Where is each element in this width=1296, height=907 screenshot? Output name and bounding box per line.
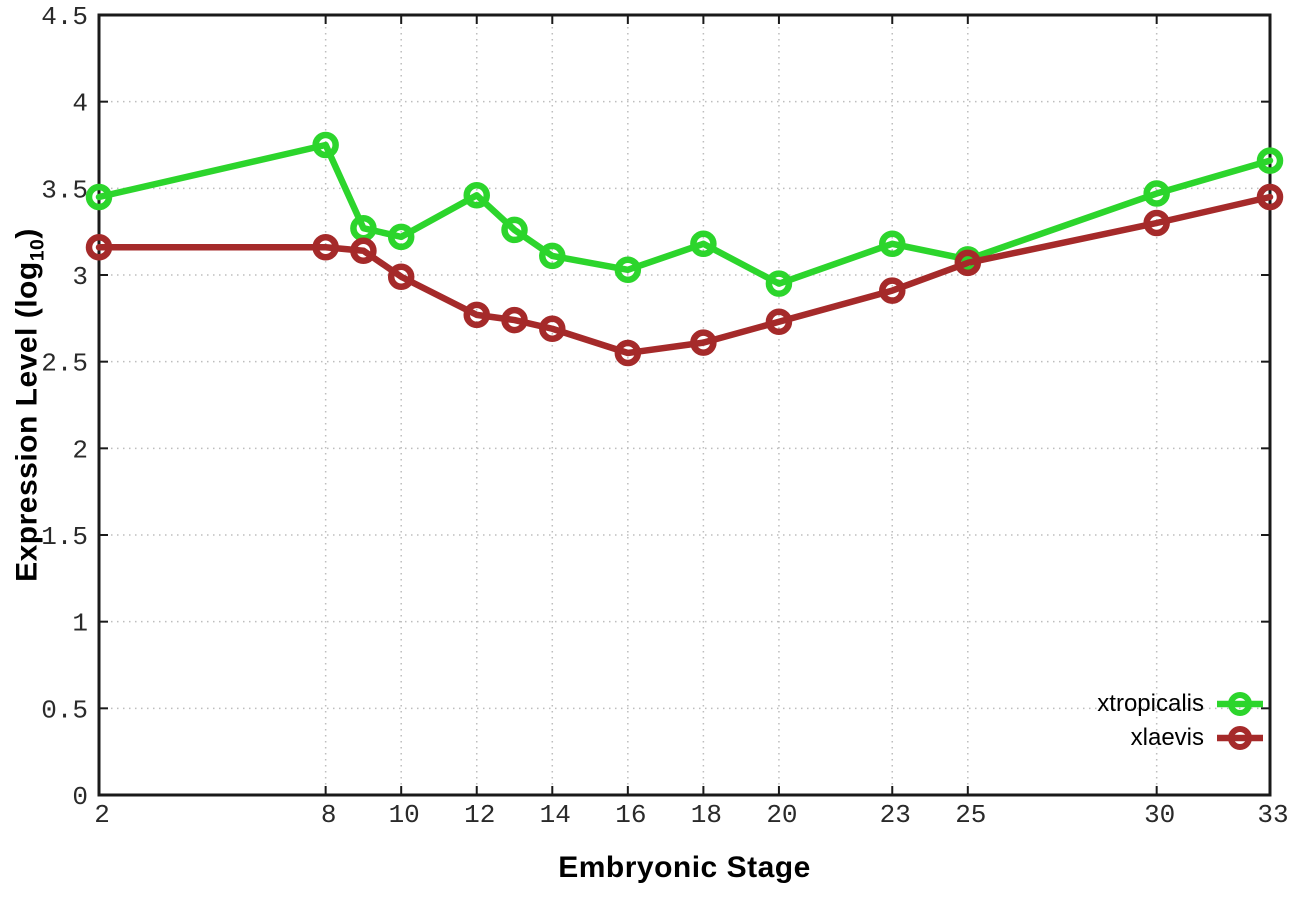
x-axis-title: Embryonic Stage (558, 851, 811, 884)
data-point-xtropicalis (501, 216, 528, 244)
data-point-xlaevis (614, 339, 642, 367)
data-point-xlaevis (690, 329, 717, 356)
legend-item-xlaevis: xlaevis (1097, 722, 1266, 754)
y-tick-label: 3.5 (41, 175, 88, 205)
data-point-xlaevis (954, 249, 982, 277)
data-point-xlaevis (765, 308, 793, 336)
data-point-xtropicalis (765, 270, 793, 297)
x-tick-label: 8 (321, 800, 337, 830)
data-point-xtropicalis (1143, 180, 1170, 207)
x-tick-label: 10 (389, 800, 420, 830)
legend-item-xtropicalis: xtropicalis (1097, 688, 1266, 720)
y-axis-title-subscript: 10 (26, 238, 49, 262)
data-point-xlaevis (85, 234, 113, 261)
data-point-xtropicalis (879, 230, 906, 258)
y-tick-label: 1.5 (41, 522, 88, 552)
x-tick-label: 16 (615, 800, 646, 830)
data-point-xtropicalis (312, 131, 339, 159)
data-point-xtropicalis (690, 230, 717, 258)
y-tick-label: 3 (72, 262, 88, 292)
data-point-xlaevis (879, 277, 906, 304)
data-point-xtropicalis (387, 223, 415, 251)
legend-marker-circle (1228, 692, 1252, 716)
data-point-xlaevis (387, 263, 415, 290)
x-tick-label: 14 (540, 800, 571, 830)
x-tick-label: 33 (1257, 800, 1288, 830)
data-point-xlaevis (1256, 183, 1284, 211)
data-point-xtropicalis (463, 182, 490, 209)
data-point-xtropicalis (539, 242, 566, 270)
legend-label-xlaevis: xlaevis (1130, 724, 1204, 751)
legend-marker-circle (1228, 726, 1252, 750)
x-tick-label: 20 (766, 800, 797, 830)
y-tick-label: 2 (72, 435, 88, 465)
data-point-xlaevis (1143, 209, 1170, 237)
x-tick-label: 30 (1144, 800, 1175, 830)
y-axis-title-suffix: ) (10, 228, 44, 239)
data-point-xlaevis (463, 301, 490, 329)
x-tick-label: 23 (880, 800, 911, 830)
y-tick-label: 2.5 (41, 349, 88, 379)
y-axis-title-text: Expression Level (log (10, 261, 44, 582)
legend-marker-xlaevis (1217, 726, 1263, 750)
data-point-xtropicalis (85, 183, 113, 211)
data-point-xlaevis (501, 306, 528, 334)
x-tick-label: 18 (691, 800, 722, 830)
y-tick-label: 4 (72, 89, 88, 119)
x-tick-label: 2 (94, 800, 110, 830)
legend-label-xtropicalis: xtropicalis (1097, 690, 1204, 717)
x-tick-label: 12 (464, 800, 495, 830)
plot-border (97, 13, 1272, 797)
y-tick-label: 1 (72, 609, 88, 639)
series-line-xtropicalis (95, 141, 1274, 287)
y-tick-label: 0.5 (41, 695, 88, 725)
data-point-xtropicalis (614, 256, 642, 284)
legend: xtropicalis xlaevis (1097, 688, 1266, 754)
data-point-xlaevis (312, 234, 339, 261)
series-line-xlaevis (95, 193, 1274, 357)
legend-marker-xtropicalis (1217, 692, 1263, 716)
data-point-xlaevis (350, 237, 377, 264)
data-point-xlaevis (539, 315, 566, 342)
y-tick-label: 0 (72, 782, 88, 812)
y-axis-title: Expression Level (log10) (11, 228, 50, 582)
data-point-xtropicalis (1256, 147, 1284, 174)
y-tick-label: 4.5 (41, 2, 88, 32)
x-tick-label: 25 (955, 800, 986, 830)
